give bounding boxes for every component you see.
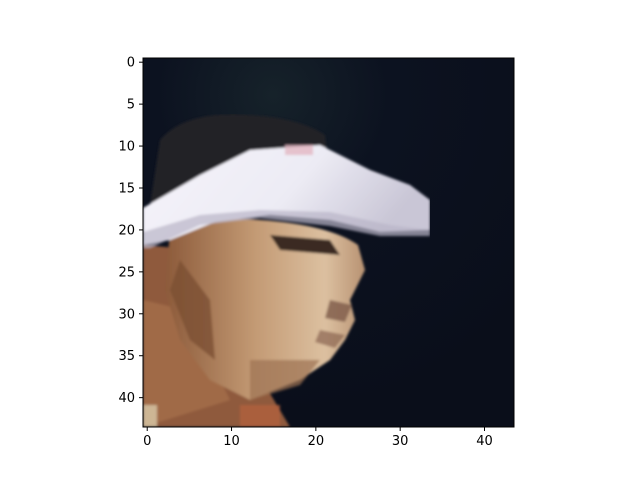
x-axis: 0 10 20 30 40 (143, 427, 493, 449)
axes-frame (142, 57, 515, 428)
x-tick-label: 0 (143, 434, 151, 449)
y-tick-label: 35 (118, 349, 135, 364)
y-tick-label: 30 (118, 307, 135, 322)
y-tick-label: 20 (118, 223, 135, 238)
x-tick-label: 30 (392, 434, 409, 449)
x-tick-label: 10 (223, 434, 240, 449)
y-tick-label: 25 (118, 265, 135, 280)
y-axis: 0 5 10 15 20 25 30 35 40 (118, 56, 143, 406)
x-tick-label: 20 (308, 434, 325, 449)
y-tick-label: 5 (127, 98, 135, 113)
y-tick-label: 10 (118, 140, 135, 155)
y-tick-label: 40 (118, 391, 135, 406)
face-image (143, 58, 514, 427)
y-tick-label: 15 (118, 181, 135, 196)
x-tick-label: 40 (476, 434, 493, 449)
y-tick-label: 0 (127, 56, 135, 71)
